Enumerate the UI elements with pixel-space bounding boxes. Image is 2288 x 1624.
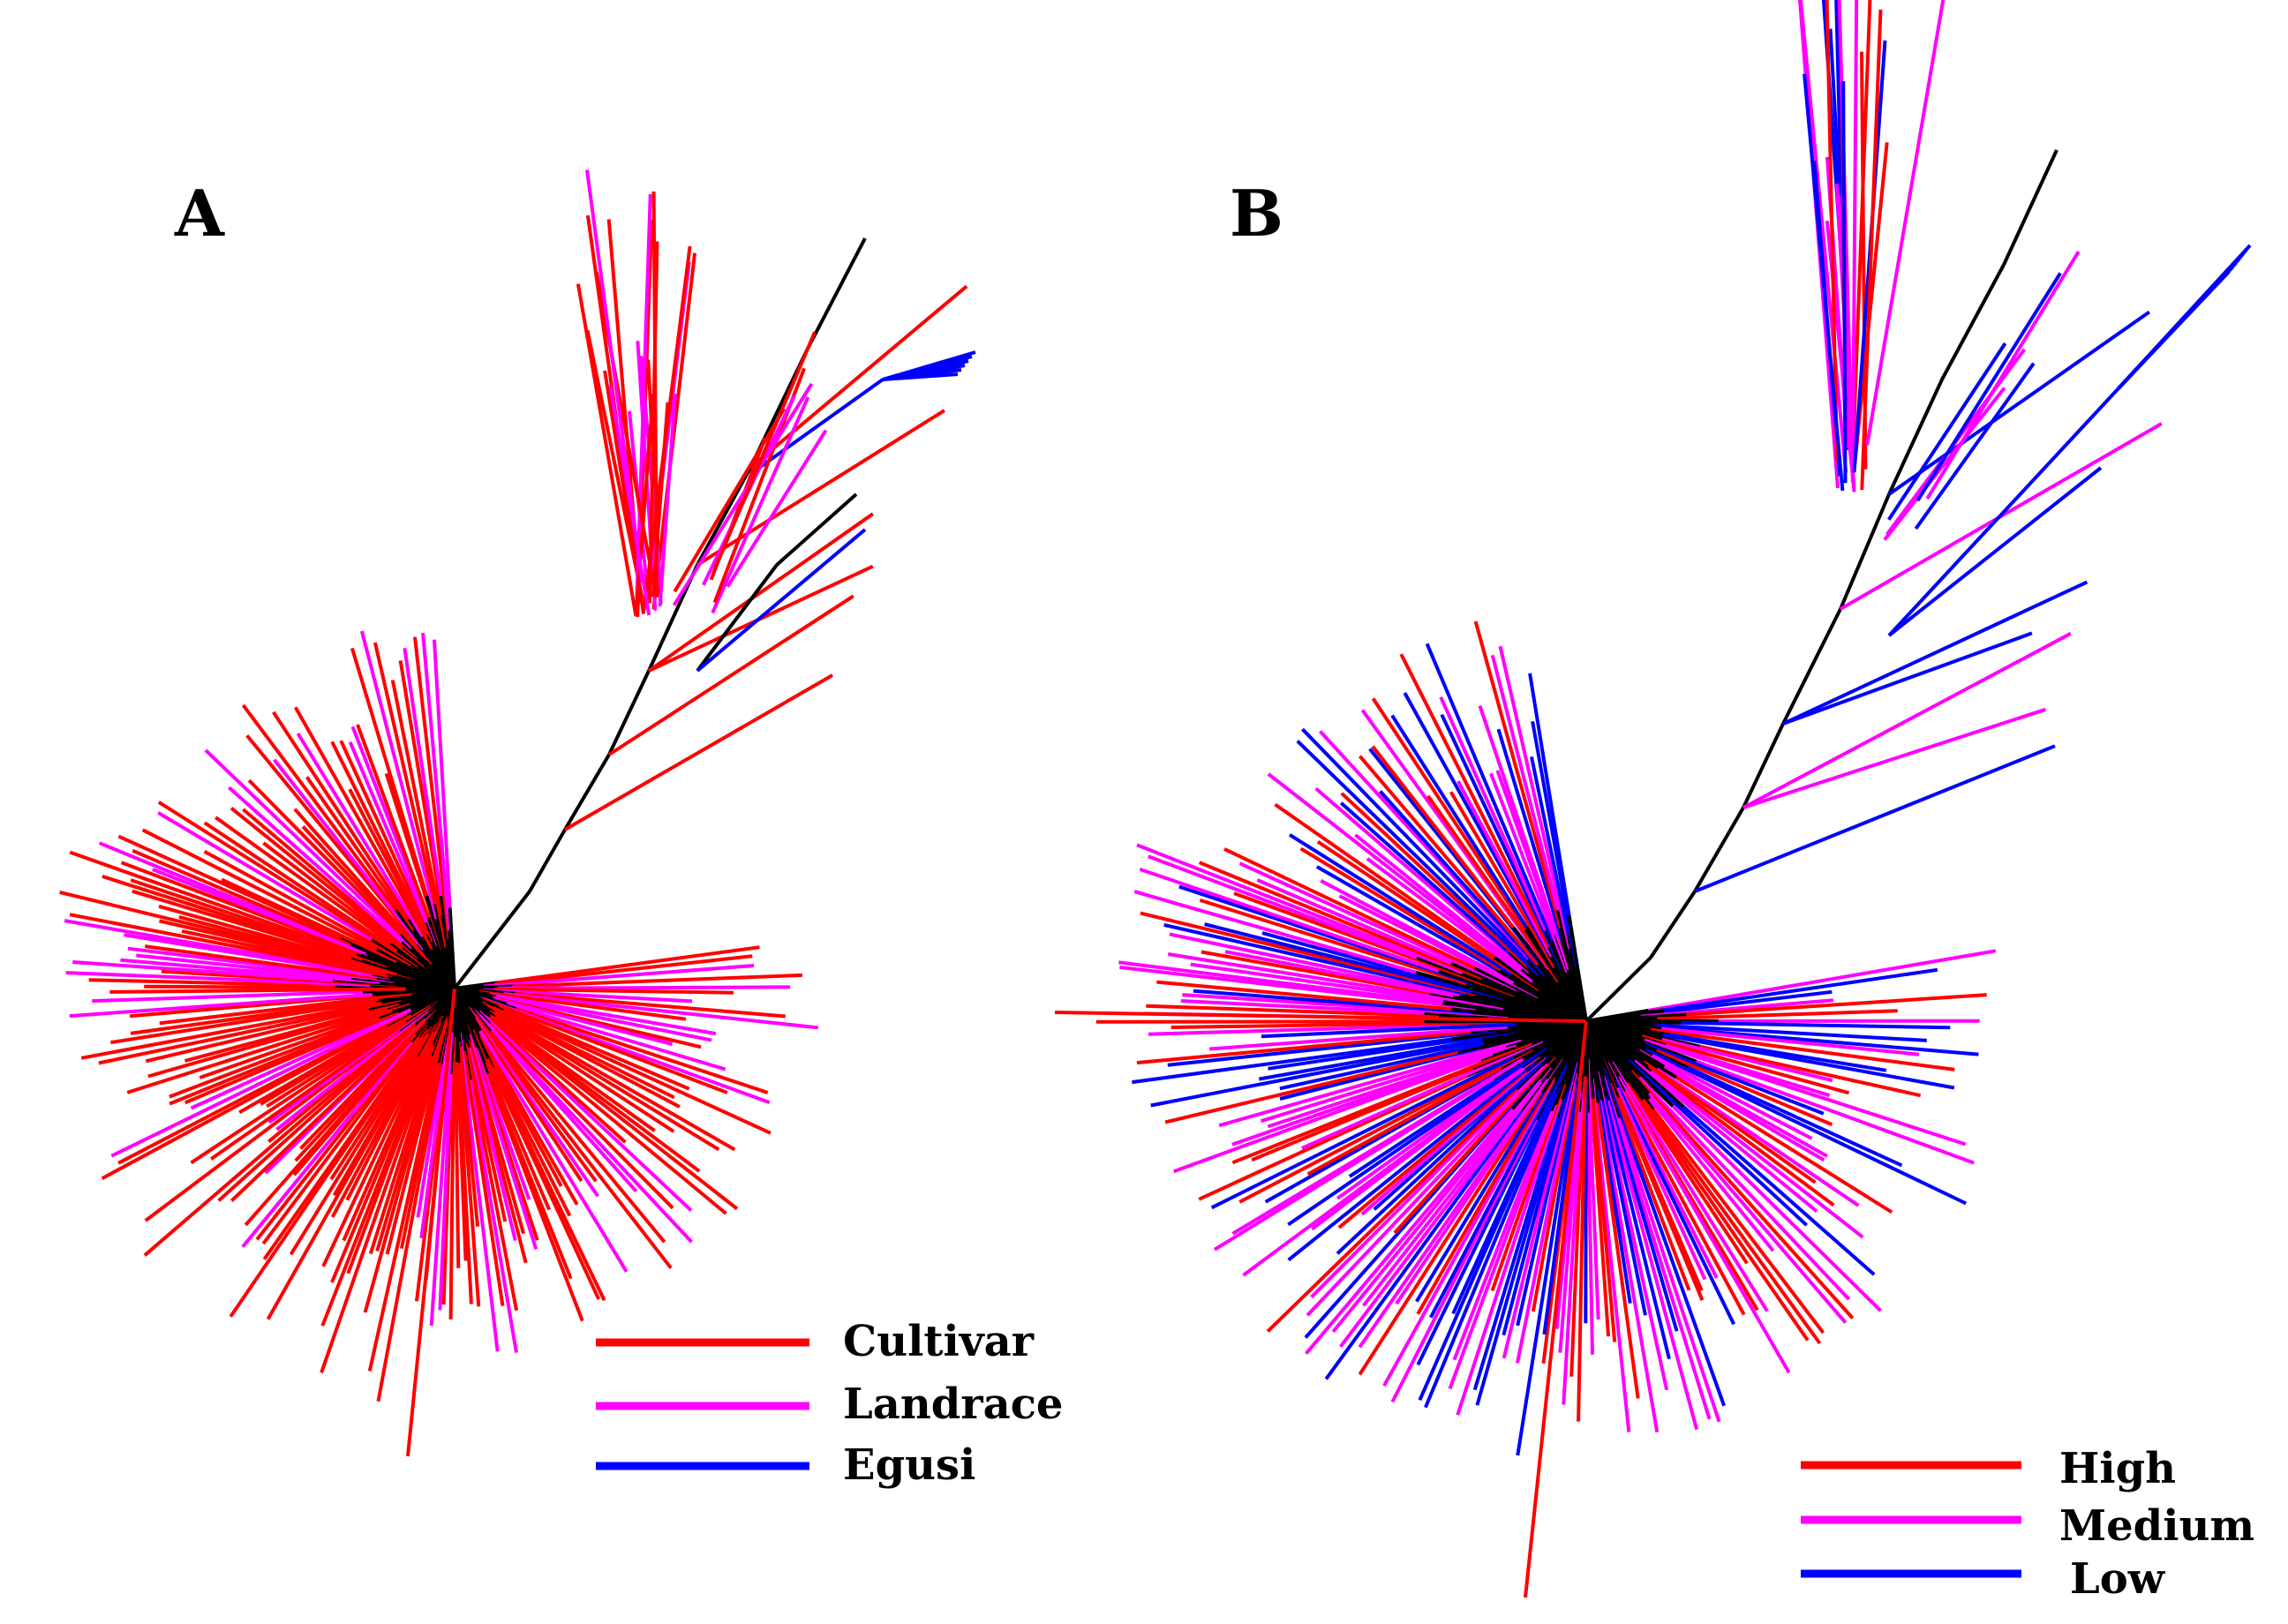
legend-label-cultivar: Cultivar (843, 1320, 1034, 1363)
panel-b-branch-leaf (1783, 582, 2087, 724)
panel-a-backbone (455, 891, 530, 989)
panel-b-branch-leaf (1743, 710, 2045, 808)
panel-a-branch-leaf (715, 332, 815, 568)
panel-label-b: B (1230, 182, 1283, 245)
panel-b-branch-leaf (1843, 81, 1845, 483)
panel-b-branch-leaf (2119, 245, 2250, 388)
panel-label-a: A (175, 182, 224, 245)
panel-b-branch-leaf (1682, 1023, 1951, 1027)
panel-b-branch-leaf (1096, 1021, 1425, 1022)
panel-b-backbone (1840, 494, 1889, 609)
panel-b-branch-leaf (1392, 716, 1526, 927)
panel-b-branch-leaf (1695, 746, 2055, 891)
panel-a-branch-leaf (697, 410, 945, 565)
panel-b-backbone (1651, 891, 1695, 958)
panel-b-branch-leaf (1927, 252, 2079, 499)
legend-label-low: Low (2070, 1558, 2164, 1600)
legend-label-high: High (2059, 1447, 2176, 1490)
panel-b-backbone (2004, 150, 2057, 265)
legend-label-medium: Medium (2059, 1505, 2254, 1547)
panel-a-backbone (808, 238, 865, 349)
panel-b-branch-leaf (1889, 388, 2119, 635)
legend-label-landrace: Landrace (843, 1383, 1063, 1425)
panel-a-backbone (530, 830, 565, 891)
legend-label-egusi: Egusi (843, 1444, 975, 1486)
panel-b-backbone (1695, 808, 1743, 891)
